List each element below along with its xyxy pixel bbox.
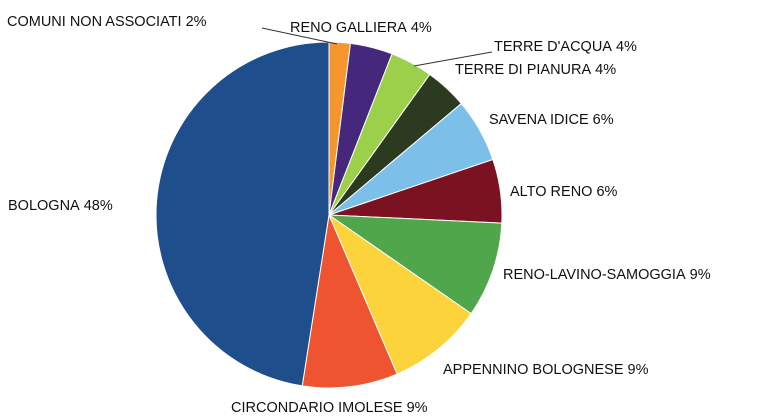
category-label: TERRE D'ACQUA xyxy=(494,39,612,55)
category-label: APPENNINO BOLOGNESE xyxy=(443,362,624,378)
category-label: CIRCONDARIO IMOLESE xyxy=(231,400,403,416)
category-label: ALTO RENO xyxy=(510,184,592,200)
value-label: 2% xyxy=(186,14,207,30)
pie-slice xyxy=(327,213,472,375)
pie-slice xyxy=(327,214,503,315)
slice-label: BOLOGNA 48% xyxy=(8,198,113,214)
slice-label: SAVENA IDICE 6% xyxy=(489,112,614,128)
labels: COMUNI NON ASSOCIATI 2% RENO GALLIERA 4%TER… xyxy=(7,14,711,416)
value-label: 9% xyxy=(690,267,711,283)
value-label: 9% xyxy=(407,400,428,416)
category-label: TERRE DI PIANURA xyxy=(455,62,591,78)
category-label: RENO-LAVINO-SAMOGGIA xyxy=(503,267,686,283)
pie-slice xyxy=(301,213,398,389)
category-label: SAVENA IDICE xyxy=(489,112,589,128)
slice-label: RENO GALLIERA 4% xyxy=(290,20,432,36)
slice-label: TERRE DI PIANURA 4% xyxy=(455,62,616,78)
pie xyxy=(155,41,503,389)
value-label: 4% xyxy=(616,39,637,55)
pie-slice xyxy=(155,41,330,387)
category-label: BOLOGNA xyxy=(8,198,80,214)
value-label: 4% xyxy=(411,20,432,36)
category-label: COMUNI NON ASSOCIATI xyxy=(7,14,182,30)
leader-line xyxy=(413,51,493,67)
value-label: 4% xyxy=(595,62,616,78)
value-label: 9% xyxy=(628,362,649,378)
slice-label: APPENNINO BOLOGNESE 9% xyxy=(443,362,649,378)
slice-label: RENO-LAVINO-SAMOGGIA 9% xyxy=(503,267,711,283)
category-label: RENO GALLIERA xyxy=(290,20,407,36)
value-label: 48% xyxy=(84,198,113,214)
leader-line xyxy=(261,27,338,45)
slice-label: COMUNI NON ASSOCIATI 2% xyxy=(7,14,207,30)
slice-label: TERRE D'ACQUA 4% xyxy=(494,39,637,55)
slice-label: CIRCONDARIO IMOLESE 9% xyxy=(231,400,428,416)
slice-label: ALTO RENO 6% xyxy=(510,184,618,200)
value-label: 6% xyxy=(596,184,617,200)
value-label: 6% xyxy=(593,112,614,128)
